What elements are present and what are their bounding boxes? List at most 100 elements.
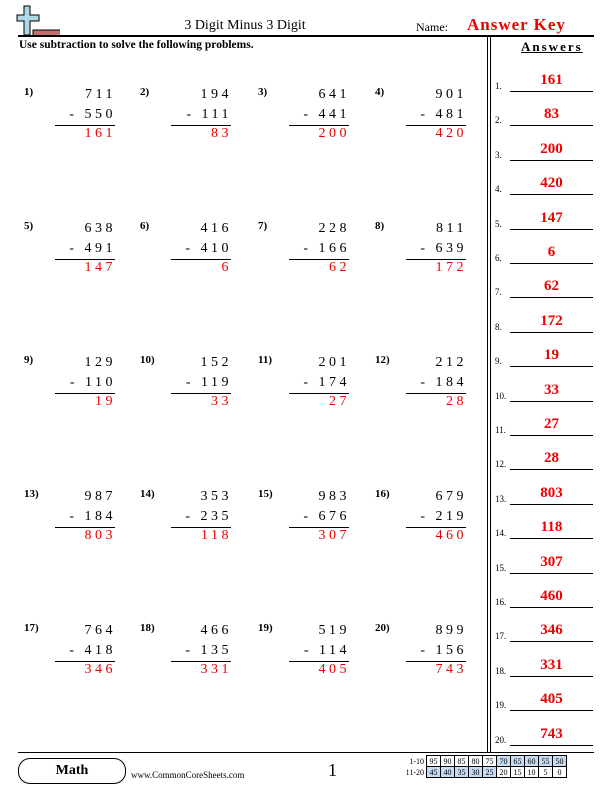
- score-cell: 25: [482, 766, 497, 778]
- answer-value: 19: [544, 347, 559, 364]
- score-cell: 10: [524, 766, 539, 778]
- answer-value: 307: [540, 553, 563, 570]
- score-cell: 35: [454, 766, 469, 778]
- problem-answer: 172: [435, 260, 467, 275]
- score-cell: 55: [538, 755, 553, 767]
- answer-line: [510, 228, 593, 230]
- problem-bottom-number: - 119: [185, 375, 232, 390]
- problem-top-number: 983: [318, 489, 350, 504]
- answer-line: [510, 435, 593, 436]
- problem-number: 2): [140, 86, 150, 98]
- answers-heading: Answers: [521, 39, 583, 54]
- answer-value: 161: [540, 72, 563, 88]
- problem-bottom-number: - 166: [303, 241, 350, 256]
- answer-value: 331: [540, 656, 563, 673]
- problem-top-number: 194: [200, 87, 232, 102]
- problem-top-number: 711: [85, 87, 116, 102]
- score-cell: 65: [510, 755, 525, 767]
- score-cell: 40: [440, 766, 455, 778]
- problem-bottom-number: - 219: [420, 509, 467, 524]
- instructions: Use subtraction to solve the following p…: [19, 39, 254, 51]
- problem-number: 9): [24, 354, 34, 366]
- problem-line: [171, 661, 231, 662]
- answer-number: 1.: [495, 81, 502, 91]
- problem-answer: 147: [84, 260, 116, 275]
- page-number: 1: [328, 760, 337, 780]
- answer-number: 2.: [495, 115, 502, 126]
- score-cell: 70: [496, 755, 511, 767]
- answer-value: 405: [540, 691, 563, 708]
- problem-top-number: 212: [435, 355, 467, 370]
- score-cell: 30: [468, 766, 483, 778]
- site-link[interactable]: www.CommonCoreSheets.com: [131, 770, 245, 780]
- problem-line: [406, 527, 466, 528]
- problem-bottom-number: - 156: [420, 643, 467, 658]
- problem-line: [289, 661, 349, 662]
- problem-number: 1): [24, 86, 34, 98]
- problem-line: [55, 393, 115, 394]
- answer-number: 7.: [495, 287, 502, 298]
- problem-number: 18): [140, 622, 155, 634]
- problem-line: [55, 259, 115, 260]
- problem-bottom-number: - 676: [303, 509, 350, 524]
- problem-top-number: 638: [84, 221, 116, 236]
- problem-answer: 28: [446, 394, 467, 409]
- problem-line: [406, 393, 466, 394]
- answer-line: [510, 366, 593, 368]
- answer-number: 11.: [495, 425, 506, 435]
- score-cell: 50: [552, 755, 567, 767]
- score-table: 1-10 95 90 85 80 75 70 65 60 55 50 11-20 45 40 35 30 25 2…: [396, 755, 567, 778]
- problem-answer: 803: [84, 528, 116, 543]
- problem-line: [55, 527, 115, 528]
- answer-number: 6.: [495, 253, 502, 263]
- answer-line: [510, 503, 593, 505]
- answer-number: 4.: [495, 184, 502, 195]
- score-cell: 90: [440, 755, 455, 767]
- column-divider: [487, 36, 488, 752]
- problem-top-number: 679: [435, 489, 467, 504]
- problem-answer: 307: [318, 528, 350, 543]
- score-row: 1-10 95 90 85 80 75 70 65 60 55 50: [396, 755, 567, 767]
- header-divider: [18, 35, 594, 37]
- answer-number: 3.: [495, 149, 502, 160]
- answer-line: [510, 710, 593, 712]
- problem-bottom-number: - 639: [420, 241, 467, 256]
- answer-value: 83: [544, 106, 559, 123]
- answer-value: 33: [544, 381, 559, 398]
- problem-answer: 743: [435, 662, 467, 677]
- problem-top-number: 901: [435, 87, 467, 102]
- problem-top-number: 466: [200, 623, 232, 638]
- answer-number: 15.: [495, 562, 507, 573]
- answer-line: [510, 125, 593, 127]
- problem-bottom-number: - 184: [69, 509, 116, 524]
- problem-line: [55, 125, 115, 126]
- answer-number: 19.: [495, 700, 507, 711]
- answer-value: 743: [540, 725, 563, 742]
- answer-value: 346: [540, 622, 563, 639]
- problem-line: [406, 661, 466, 662]
- problem-answer: 460: [435, 528, 467, 543]
- answer-number: 9.: [495, 356, 502, 367]
- problem-line: [289, 393, 349, 394]
- problem-top-number: 152: [200, 355, 232, 370]
- answer-line: [510, 331, 593, 333]
- answer-number: 14.: [495, 528, 507, 539]
- problem-bottom-number: - 135: [185, 643, 232, 658]
- answer-value: 420: [540, 175, 563, 192]
- problem-line: [171, 393, 231, 394]
- problem-top-number: 228: [318, 221, 350, 236]
- problem-line: [289, 259, 349, 260]
- problem-line: [406, 125, 466, 126]
- answer-line: [510, 641, 593, 643]
- problem-top-number: 201: [318, 355, 350, 370]
- problem-number: 17): [24, 622, 39, 634]
- name-label: Name:: [416, 20, 448, 34]
- problem-number: 6): [140, 220, 150, 232]
- answer-line: [510, 194, 593, 196]
- answer-value: 6: [547, 244, 556, 260]
- score-row-label: 1-10: [409, 756, 424, 766]
- problem-number: 11): [258, 354, 273, 366]
- answer-number: 16.: [495, 597, 507, 607]
- problem-number: 10): [140, 354, 155, 366]
- problem-top-number: 416: [200, 221, 232, 236]
